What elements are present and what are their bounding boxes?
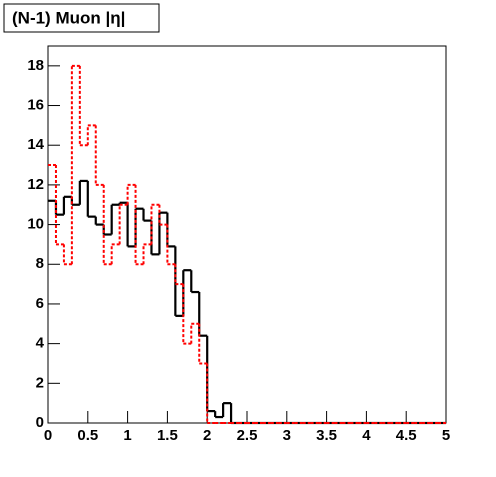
x-tick-label: 0.5 [77,427,98,444]
y-tick-label: 0 [36,414,44,431]
y-tick-label: 12 [27,176,44,193]
x-tick-label: 4 [362,427,371,444]
y-tick-label: 16 [27,96,44,113]
title-box [3,3,160,33]
y-tick-label: 2 [36,374,44,391]
x-tick-label: 3 [283,427,291,444]
y-tick-label: 18 [27,57,44,74]
x-tick-label: 3.5 [316,427,337,444]
x-tick-label: 2.5 [237,427,258,444]
y-tick-label: 6 [36,295,44,312]
x-tick-label: 0 [44,427,52,444]
x-tick-label: 2 [203,427,211,444]
x-tick-label: 4.5 [396,427,417,444]
y-tick-label: 10 [27,216,44,233]
chart-title: (N-1) Muon |η| [12,8,125,27]
x-tick-label: 1.5 [157,427,178,444]
y-tick-label: 14 [27,136,44,153]
x-tick-label: 5 [442,427,450,444]
y-tick-label: 4 [36,335,45,352]
y-tick-label: 8 [36,255,44,272]
x-tick-label: 1 [123,427,131,444]
